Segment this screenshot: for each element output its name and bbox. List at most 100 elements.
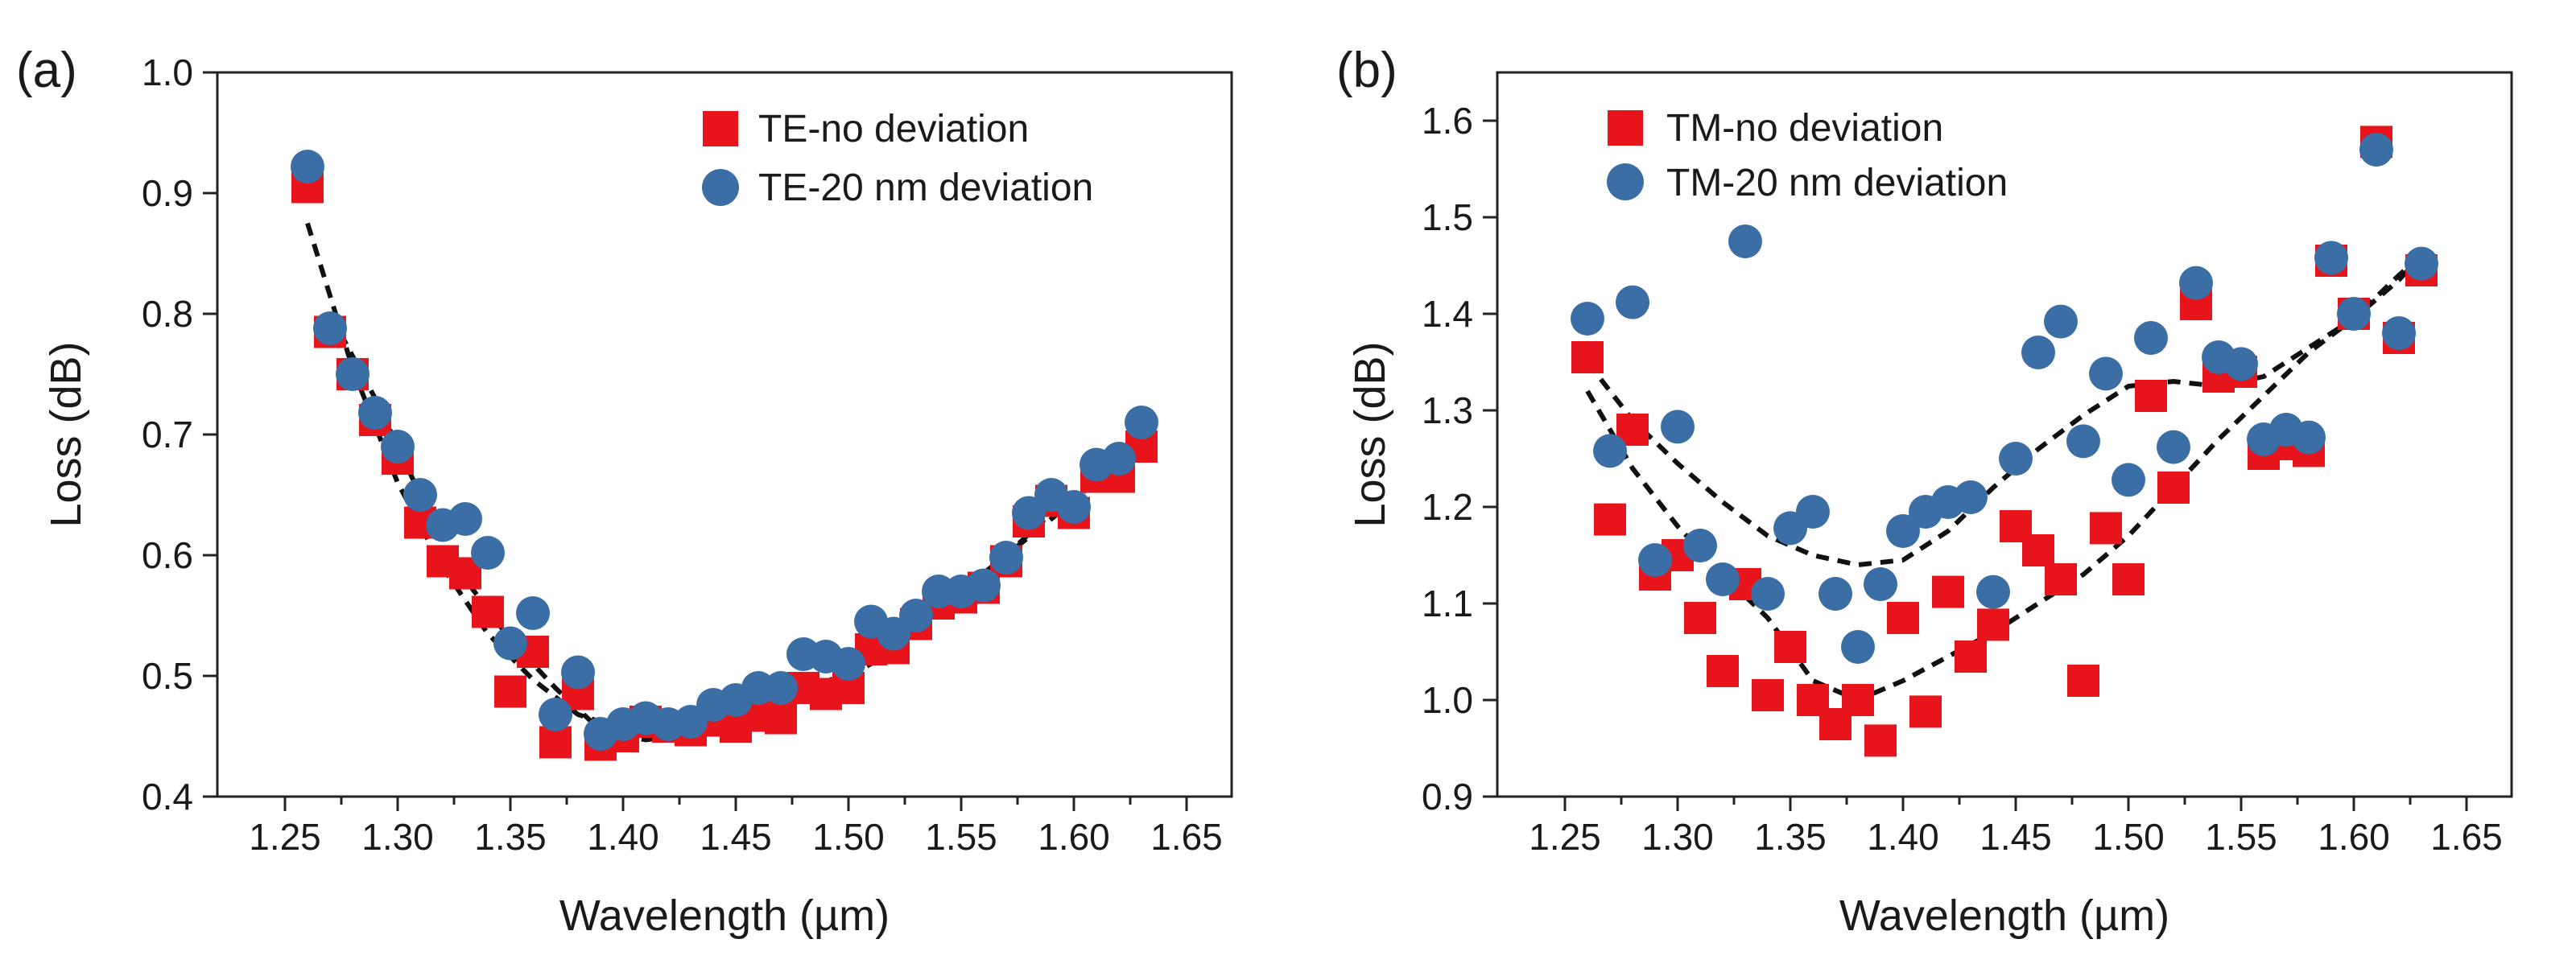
y-tick-label: 1.6 <box>1422 100 1473 142</box>
data-point-circle <box>1102 442 1136 476</box>
x-tick-label: 1.30 <box>361 816 434 858</box>
y-tick-label: 1.5 <box>1422 196 1473 238</box>
data-point-circle <box>1661 410 1695 444</box>
x-tick-label: 1.60 <box>1038 816 1110 858</box>
y-tick-label: 1.1 <box>1422 583 1473 624</box>
data-point-circle <box>1841 630 1875 664</box>
data-point-circle <box>899 599 933 632</box>
series-te-no-deviation <box>291 171 1158 761</box>
x-axis-label-a: Wavelength (µm) <box>559 892 890 940</box>
data-point-circle <box>1571 302 1604 336</box>
legend-marker-square <box>1608 110 1643 146</box>
y-tick-label: 1.4 <box>1422 293 1473 335</box>
data-point-circle <box>1616 285 1649 319</box>
x-tick-label: 1.65 <box>2430 816 2503 858</box>
data-point-square <box>2067 665 2099 697</box>
data-point-square <box>2090 512 2122 545</box>
x-tick-label: 1.45 <box>1979 816 2052 858</box>
data-point-circle <box>877 616 910 651</box>
panel-label-b: (b) <box>1336 43 1397 98</box>
x-tick-label: 1.50 <box>2092 816 2165 858</box>
legend-label: TM-no deviation <box>1666 107 1943 150</box>
data-point-circle <box>2089 356 2123 391</box>
data-point-square <box>2045 563 2077 595</box>
x-tick-label: 1.30 <box>1641 816 1714 858</box>
data-point-circle <box>989 541 1023 575</box>
data-point-square <box>1774 631 1806 663</box>
legend-label: TM-20 nm deviation <box>1666 162 2008 204</box>
data-point-circle <box>403 478 437 512</box>
data-point-circle <box>1954 480 1988 514</box>
y-tick-label: 0.4 <box>142 776 193 818</box>
data-point-circle <box>336 357 369 391</box>
x-tick-label: 1.60 <box>2318 816 2390 858</box>
y-tick-label: 0.9 <box>142 172 193 214</box>
data-point-circle <box>2112 463 2145 497</box>
data-point-circle <box>291 150 324 183</box>
panel-b: (b) 0.9 1.0 1.1 1.2 1.3 1.4 1.5 1.6 1.25 1.30 1.3… <box>1336 43 2513 940</box>
y-tick-label: 1.2 <box>1422 486 1473 528</box>
data-point-square <box>1909 695 1942 728</box>
data-point-square <box>1707 655 1739 687</box>
y-axis-label-a: Loss (dB) <box>42 341 90 527</box>
data-point-circle <box>1796 495 1830 529</box>
legend-label: TE-20 nm deviation <box>758 167 1093 209</box>
data-point-square <box>2135 380 2167 412</box>
data-point-circle <box>2359 133 2393 167</box>
y-tick-label: 0.6 <box>142 534 193 576</box>
x-tick-label: 1.55 <box>2205 816 2277 858</box>
data-point-circle <box>1886 514 1920 548</box>
data-point-circle <box>1057 490 1091 524</box>
fit-curves-a <box>305 222 1144 743</box>
fit-curve <box>305 222 1143 733</box>
data-point-circle <box>2021 336 2055 369</box>
data-point-square <box>1932 575 1964 608</box>
data-point-square <box>1842 684 1874 716</box>
data-point-circle <box>1593 434 1627 468</box>
x-tick-label: 1.40 <box>1867 816 1939 858</box>
data-point-square <box>2022 534 2054 566</box>
data-point-circle <box>1864 567 1897 601</box>
y-tick-label: 0.7 <box>142 414 193 455</box>
x-axis-b: 1.25 1.30 1.35 1.40 1.45 1.50 1.55 1.60 1.65 <box>1529 797 2503 858</box>
data-point-square <box>1977 608 2009 641</box>
legend-marker-circle <box>702 169 739 206</box>
y-axis-label-b: Loss (dB) <box>1346 341 1394 527</box>
data-point-circle <box>561 655 595 690</box>
data-point-circle <box>2382 316 2416 350</box>
panel-label-a: (a) <box>16 43 77 98</box>
data-point-square <box>1864 724 1897 757</box>
x-tick-label: 1.65 <box>1150 816 1223 858</box>
data-point-square <box>765 702 797 735</box>
x-tick-label: 1.40 <box>587 816 659 858</box>
data-point-square <box>1887 602 1919 634</box>
data-point-circle <box>967 568 1001 603</box>
data-point-circle <box>2066 424 2100 459</box>
data-point-circle <box>313 311 347 345</box>
data-point-square <box>539 726 572 759</box>
data-point-circle <box>2314 241 2348 275</box>
legend-a: TE-no deviation TE-20 nm deviation <box>702 108 1093 209</box>
data-point-circle <box>764 671 798 705</box>
x-axis-label-b: Wavelength (µm) <box>1839 892 2169 940</box>
y-tick-label: 1.3 <box>1422 389 1473 431</box>
x-tick-label: 1.25 <box>249 816 321 858</box>
data-point-square <box>1955 640 1987 673</box>
data-point-circle <box>448 502 482 536</box>
series-te-20nm-deviation <box>291 150 1158 751</box>
series-tm-20nm-deviation <box>1571 133 2438 664</box>
data-point-circle <box>2405 246 2438 281</box>
x-axis-a: 1.25 1.30 1.35 1.40 1.45 1.50 1.55 1.60 1.65 <box>249 797 1223 858</box>
data-point-square <box>494 675 526 708</box>
data-point-circle <box>471 536 505 570</box>
data-point-circle <box>1976 575 2010 609</box>
data-point-circle <box>381 430 415 463</box>
legend-b: TM-no deviation TM-20 nm deviation <box>1607 107 2008 204</box>
x-tick-label: 1.35 <box>474 816 547 858</box>
plot-frame-b <box>1496 71 2513 798</box>
data-point-square <box>2157 472 2190 504</box>
data-point-circle <box>2044 304 2078 339</box>
y-tick-label: 0.9 <box>1422 776 1473 818</box>
data-point-circle <box>1125 406 1158 439</box>
y-tick-label: 1.0 <box>1422 679 1473 721</box>
